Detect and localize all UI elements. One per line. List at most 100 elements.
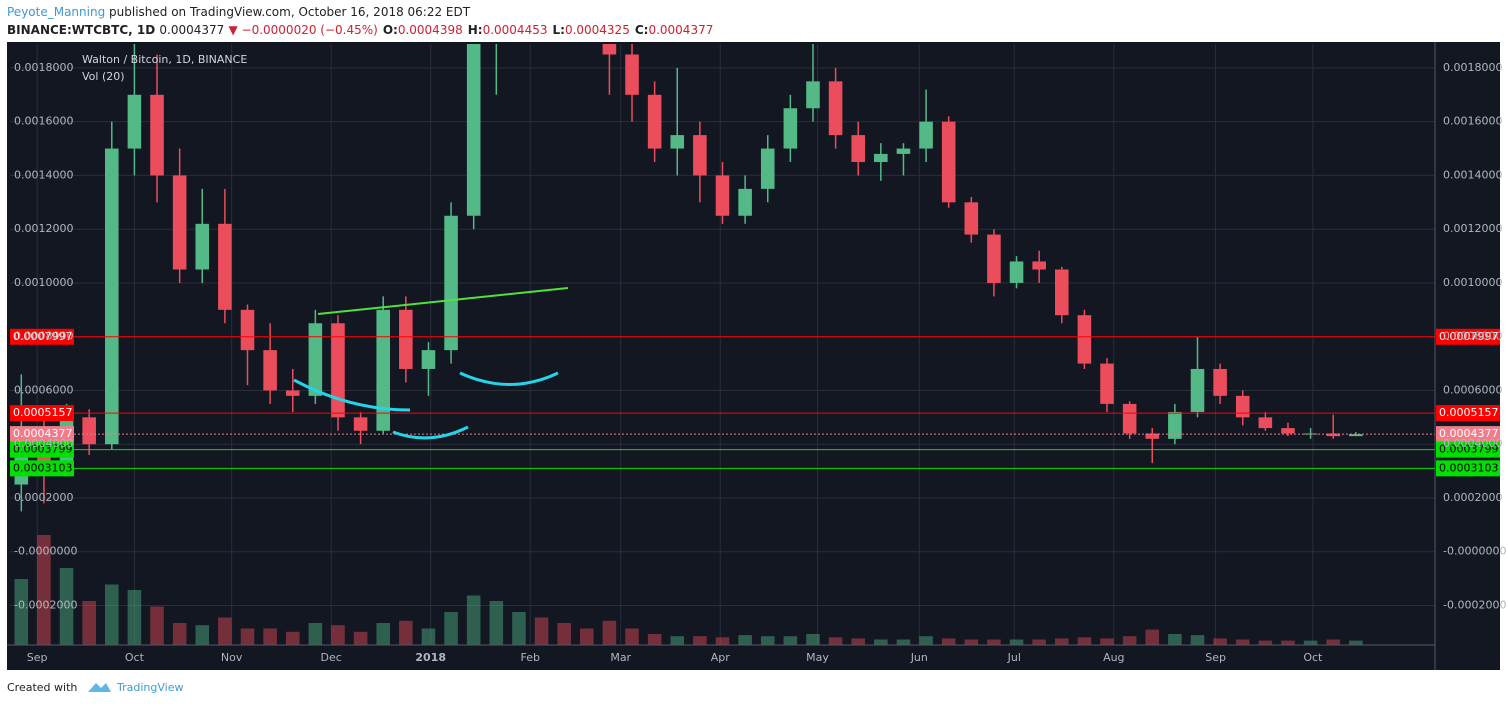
candle-body — [987, 234, 1001, 283]
price-label-bg — [1436, 460, 1500, 477]
candle-body — [874, 153, 888, 162]
candle-body — [105, 148, 119, 445]
volume-bar — [602, 620, 617, 645]
x-tick-label: Oct — [1303, 651, 1323, 664]
price-label-bg — [10, 405, 74, 422]
price-label-bg — [1436, 426, 1500, 443]
header-line-1: Peyote_Manning published on TradingView.… — [7, 5, 471, 19]
y-tick-label: 0.0010000 — [14, 276, 74, 289]
candle-body — [1032, 261, 1046, 270]
y-tick-label: -0.0000000 — [14, 545, 77, 558]
y2-tick-label: 0.0014000 — [1443, 168, 1503, 181]
candle-body — [896, 148, 911, 154]
ohlc-value: 0.0004453 — [483, 23, 548, 37]
axis-labels: -0.0002000 -0.0002000 -0.0000000 -0.0000000… — [14, 61, 1506, 664]
candle-body — [1190, 368, 1205, 412]
candle-body — [444, 215, 458, 351]
candle-body — [399, 309, 413, 369]
candle-body — [172, 175, 187, 270]
y-tick-label: 0.0014000 — [14, 168, 74, 181]
candle-body — [1281, 428, 1295, 434]
candle-body — [828, 81, 843, 136]
volume-bar — [1055, 638, 1069, 645]
candle-body — [693, 135, 707, 176]
published: published on TradingView.com, October 16… — [109, 5, 471, 19]
x-tick-label: Aug — [1103, 651, 1124, 664]
volume-bar — [987, 639, 1001, 645]
candle-body — [738, 188, 752, 216]
volume-bar — [512, 612, 526, 645]
volume-bar — [919, 636, 933, 645]
y-tick-label: 0.0002000 — [14, 491, 74, 504]
candle-body — [127, 94, 142, 149]
candle-body — [964, 202, 979, 235]
candle-body — [285, 390, 300, 396]
candle-body — [421, 350, 436, 369]
x-tick-label: Jul — [1007, 651, 1021, 664]
y2-tick-label: 0.0018000 — [1443, 61, 1503, 74]
x-tick-label: Sep — [27, 651, 48, 664]
y2-tick-label: 0.0008000 — [1443, 330, 1503, 343]
volume-bar — [760, 636, 775, 645]
candle-body — [240, 309, 255, 351]
price-label-right: 0.0007997 — [1439, 330, 1499, 343]
volume-bar — [1190, 635, 1205, 645]
volume-bar — [376, 623, 390, 645]
candle-body — [647, 94, 662, 149]
candle-body — [1213, 368, 1227, 396]
candle-body — [1055, 269, 1069, 316]
candle-body — [1349, 434, 1363, 437]
volume-bar — [896, 639, 911, 645]
price-label-bg — [10, 441, 74, 458]
ohlc-value: 0.0004325 — [565, 23, 630, 37]
x-tick-label: Apr — [711, 651, 731, 664]
ohlc-label: C: — [635, 23, 649, 37]
price-lines: 0.0007997 0.0007997 0.0005157 0.0005157 0.00… — [10, 328, 1500, 477]
volume-bar — [1122, 636, 1137, 645]
y2-tick-label: -0.0002000 — [1443, 598, 1506, 611]
candles — [14, 0, 1363, 512]
volume-bar — [127, 590, 142, 645]
volume-bar — [851, 638, 865, 645]
price-label-left: 0.0007997 — [13, 330, 73, 343]
volume-bar — [172, 623, 187, 645]
footer-created: Created with — [7, 681, 77, 694]
x-tick-label: Nov — [221, 651, 243, 664]
price-label-left: 0.0005157 — [13, 406, 73, 419]
author[interactable]: Peyote_Manning — [7, 5, 105, 19]
volume-bar — [806, 634, 820, 645]
footer-brand[interactable]: TradingView — [116, 681, 183, 694]
candle-body — [670, 135, 685, 149]
x-tick-label: Mar — [610, 651, 631, 664]
candle-body — [308, 323, 323, 396]
volume-bar — [1168, 634, 1182, 645]
volume-bar — [1326, 639, 1340, 645]
volume-pane — [14, 535, 1363, 645]
y-tick-label: -0.0002000 — [14, 598, 77, 611]
y2-tick-label: 0.0006000 — [1443, 383, 1503, 396]
symbol: BINANCE:WTCBTC, 1D — [7, 23, 155, 37]
volume-bar — [693, 636, 707, 645]
price-label-bg — [1436, 328, 1500, 345]
candle-body — [195, 223, 210, 270]
change: ▼ −0.0000020 (−0.45%) — [228, 23, 377, 37]
x-tick-label: Oct — [125, 651, 145, 664]
candle-body — [263, 350, 277, 391]
volume-bar — [444, 612, 458, 645]
header: Peyote_Manning published on TradingView.… — [7, 5, 714, 37]
ohlc: O:0.0004398 H:0.0004453 L:0.0004325 C:0.000… — [383, 23, 714, 37]
volume-bar — [647, 634, 662, 645]
volume-bar — [1009, 639, 1024, 645]
y2-tick-label: -0.0000000 — [1443, 545, 1506, 558]
candle-body — [580, 0, 594, 14]
candle-body — [851, 135, 865, 162]
volume-bar — [738, 635, 752, 645]
price-label-left: 0.0003799 — [13, 443, 73, 456]
volume-bar — [557, 623, 571, 645]
volume-bar — [1032, 639, 1046, 645]
volume-bar — [37, 535, 51, 645]
chart-background — [7, 42, 1500, 670]
volume-bar — [580, 628, 594, 645]
price-label-right: 0.0005157 — [1439, 406, 1499, 419]
price-label-left: 0.0003103 — [13, 461, 73, 474]
